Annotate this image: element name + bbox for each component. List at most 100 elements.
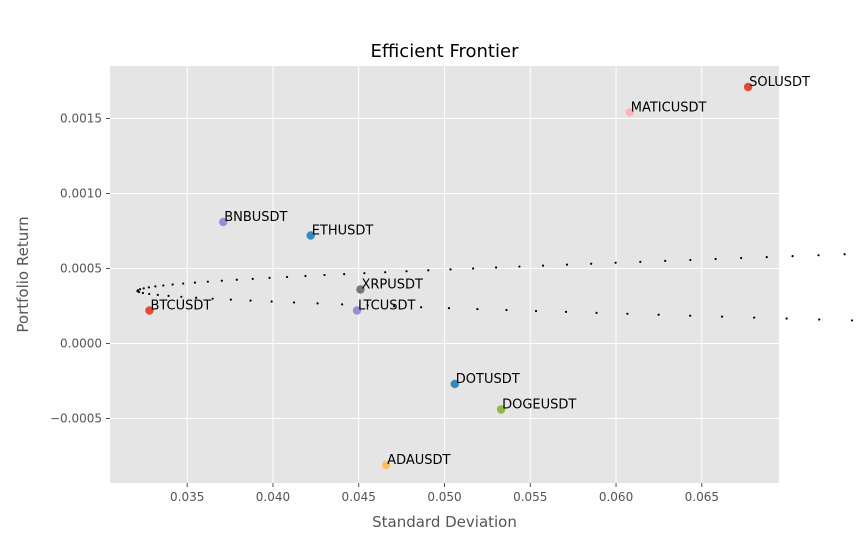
frontier-point xyxy=(791,255,794,258)
frontier-point xyxy=(720,315,724,318)
frontier-point xyxy=(818,318,821,321)
asset-label: ETHUSDT xyxy=(312,224,374,239)
frontier-point xyxy=(363,272,366,275)
frontier-point xyxy=(142,287,145,290)
frontier-point xyxy=(304,274,307,278)
frontier-point xyxy=(564,310,568,314)
frontier-point xyxy=(366,304,369,307)
asset-label: BTCUSDT xyxy=(150,299,211,314)
frontier-point xyxy=(541,264,545,267)
frontier-point xyxy=(420,306,423,309)
frontier-point xyxy=(595,311,598,314)
asset-label: LTCUSDT xyxy=(358,299,415,314)
frontier-point xyxy=(180,295,183,298)
frontier-point xyxy=(193,281,197,284)
frontier-point xyxy=(427,269,430,272)
asset-label: DOGEUSDT xyxy=(502,398,576,413)
frontier-point xyxy=(316,302,319,305)
frontier-point xyxy=(518,265,521,268)
grid-lines xyxy=(110,66,779,483)
y-axis-title: Portfolio Return xyxy=(14,216,32,332)
asset-label: XRPUSDT xyxy=(361,278,423,293)
frontier-point xyxy=(449,268,452,271)
frontier-point xyxy=(626,312,629,315)
asset-point xyxy=(625,108,634,117)
frontier-point xyxy=(639,260,642,263)
x-tick-label: 0.045 xyxy=(342,490,376,504)
frontier-point xyxy=(614,261,617,264)
asset-label: SOLUSDT xyxy=(749,75,810,90)
frontier-point xyxy=(251,277,254,280)
frontier-point xyxy=(235,278,238,281)
frontier-point xyxy=(689,258,692,262)
frontier-point xyxy=(323,273,326,277)
frontier-point xyxy=(211,297,214,300)
frontier-point xyxy=(590,262,593,265)
frontier-point xyxy=(167,294,170,297)
asset-point xyxy=(743,82,753,92)
x-tick-label: 0.055 xyxy=(513,490,547,504)
frontier-point xyxy=(657,313,660,316)
frontier-point xyxy=(689,314,692,317)
asset-label: DOTUSDT xyxy=(456,372,520,387)
frontier-point xyxy=(206,280,209,283)
frontier-point xyxy=(447,307,451,310)
frontier-point xyxy=(162,284,165,287)
frontier-point xyxy=(220,279,223,282)
y-axis-ticks: −0.0005 0.0000 0.0005 0.0010 0.0015 xyxy=(50,112,110,426)
asset-point xyxy=(306,231,315,240)
frontier-point xyxy=(147,286,150,289)
frontier-point xyxy=(384,271,387,274)
frontier-point xyxy=(494,266,498,269)
y-tick-label: 0.0005 xyxy=(60,262,102,276)
x-axis-title: Standard Deviation xyxy=(372,513,517,531)
asset-point xyxy=(352,306,362,315)
asset-point xyxy=(450,379,459,389)
frontier-point xyxy=(753,316,756,319)
frontier-point xyxy=(664,259,667,262)
frontier-point xyxy=(565,263,569,266)
frontier-point xyxy=(392,305,396,308)
frontier-point xyxy=(270,300,273,303)
x-tick-label: 0.065 xyxy=(685,490,719,504)
x-tick-label: 0.040 xyxy=(256,490,290,504)
frontier-point xyxy=(286,275,289,279)
frontier-point xyxy=(476,307,479,311)
frontier-point xyxy=(136,289,140,292)
frontier-point xyxy=(292,301,296,304)
asset-label: ADAUSDT xyxy=(387,453,450,468)
asset-points: SOLUSDT MATICUSDT BNBUSDT ETHUSDT XRPUSDT LTC… xyxy=(145,75,810,470)
asset-point xyxy=(496,405,506,414)
asset-point xyxy=(381,460,391,470)
frontier-point xyxy=(156,293,159,296)
frontier-point xyxy=(850,319,854,322)
y-tick-label: 0.0000 xyxy=(60,337,102,351)
frontier-point xyxy=(785,317,788,320)
frontier-point xyxy=(229,298,232,301)
frontier-point xyxy=(249,299,252,302)
frontier-point xyxy=(268,276,271,279)
chart-title: Efficient Frontier xyxy=(371,41,520,62)
x-tick-label: 0.050 xyxy=(427,490,461,504)
frontier-point xyxy=(182,282,185,285)
frontier-point xyxy=(817,254,820,257)
frontier-point xyxy=(740,256,743,260)
y-tick-label: 0.0010 xyxy=(60,187,102,201)
asset-point xyxy=(219,217,228,227)
frontier-point xyxy=(505,308,508,312)
y-tick-label: −0.0005 xyxy=(50,412,102,426)
frontier-point xyxy=(405,270,408,273)
frontier-curve xyxy=(136,253,854,322)
frontier-point xyxy=(765,256,768,259)
frontier-point xyxy=(472,267,475,270)
frontier-point xyxy=(714,257,717,261)
frontier-point xyxy=(141,291,145,295)
asset-point xyxy=(145,306,154,315)
frontier-point xyxy=(139,288,142,291)
frontier-point xyxy=(843,253,846,256)
frontier-point xyxy=(534,309,538,313)
y-tick-label: 0.0015 xyxy=(60,112,102,126)
x-axis-ticks: 0.035 0.040 0.045 0.050 0.055 0.060 0.065 xyxy=(170,483,719,504)
frontier-point xyxy=(154,285,157,288)
